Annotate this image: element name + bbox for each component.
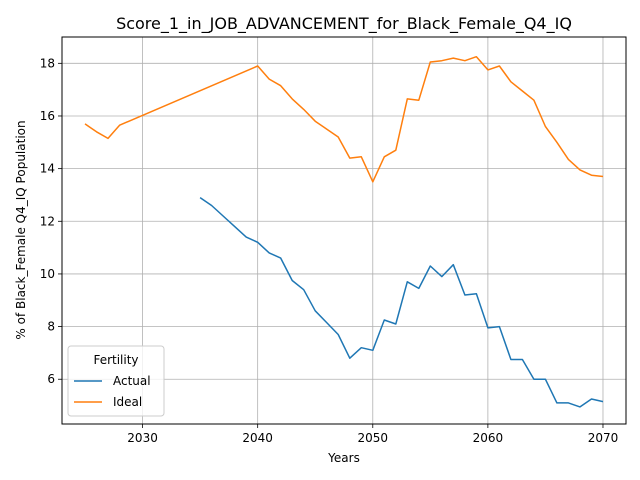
plot-frame [61,36,627,425]
x-tick-label: 2030 [127,431,158,445]
chart-title: Score_1_in_JOB_ADVANCEMENT_for_Black_Fem… [116,14,572,34]
x-tick-label: 2060 [473,431,504,445]
y-axis-label: % of Black_Female Q4_IQ Population [14,120,28,339]
x-tick-label: 2050 [358,431,389,445]
x-tick-label: 2040 [242,431,273,445]
series-line-ideal [84,55,604,183]
y-tick-label: 14 [40,162,55,176]
series-layer [84,55,604,408]
y-tick-label: 8 [47,320,55,334]
y-tick-label: 6 [47,372,55,386]
x-axis: 2030 2040 2050 2060 2070 [127,424,618,445]
legend-label-actual: Actual [113,374,151,388]
grid-lines [62,37,626,424]
x-tick-label: 2070 [588,431,619,445]
y-tick-label: 18 [40,56,55,70]
legend-title: Fertility [93,353,138,367]
legend-label-ideal: Ideal [113,395,142,409]
legend-box [67,345,165,417]
series-line-actual [199,196,604,408]
y-tick-label: 12 [40,214,55,228]
y-axis: 6 8 10 12 14 16 18 [40,56,62,386]
x-axis-label: Years [327,451,360,465]
y-tick-label: 10 [40,267,55,281]
y-tick-label: 16 [40,109,55,123]
legend: Fertility Actual Ideal [67,345,165,417]
